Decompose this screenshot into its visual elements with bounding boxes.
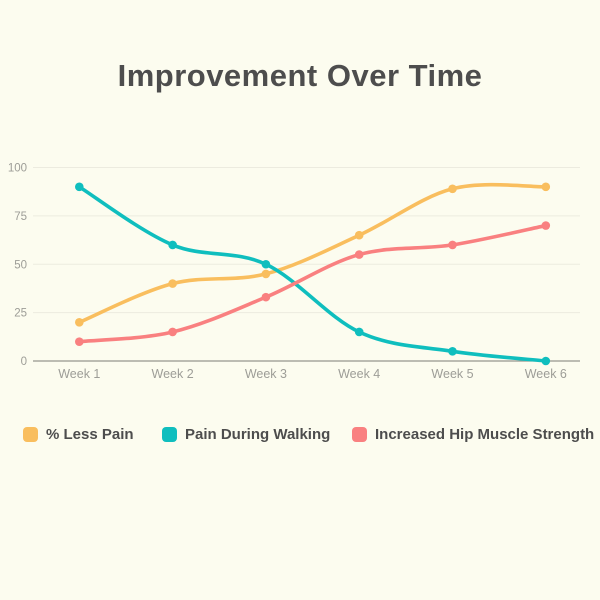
legend-item-pain-walking: Pain During Walking [162,426,330,443]
svg-text:25: 25 [14,308,27,320]
legend-swatch-less-pain [23,427,38,442]
chart-legend: % Less Pain Pain During Walking Increase… [0,426,600,446]
svg-text:Week 6: Week 6 [525,367,567,381]
svg-text:Week 1: Week 1 [58,367,100,381]
svg-text:0: 0 [21,356,27,368]
svg-text:Week 3: Week 3 [245,367,287,381]
chart-title: Improvement Over Time [117,58,483,93]
legend-item-less-pain: % Less Pain [23,426,134,443]
svg-text:50: 50 [14,259,27,271]
svg-text:75: 75 [14,211,27,223]
svg-text:Week 4: Week 4 [338,367,380,381]
legend-label-pain-walking: Pain During Walking [185,426,331,443]
svg-text:Week 5: Week 5 [431,367,473,381]
legend-label-less-pain: % Less Pain [46,426,134,443]
legend-swatch-hip-strength [352,427,367,442]
legend-item-hip-strength: Increased Hip Muscle Strength [352,426,594,443]
line-chart: 0 25 50 75 100 Week 1 Week 2 Week 3 Week 4 Week 5… [8,163,580,381]
svg-text:100: 100 [8,163,27,175]
svg-text:Week 2: Week 2 [152,367,194,381]
legend-swatch-pain-walking [162,427,177,442]
legend-label-hip-strength: Increased Hip Muscle Strength [375,426,595,443]
